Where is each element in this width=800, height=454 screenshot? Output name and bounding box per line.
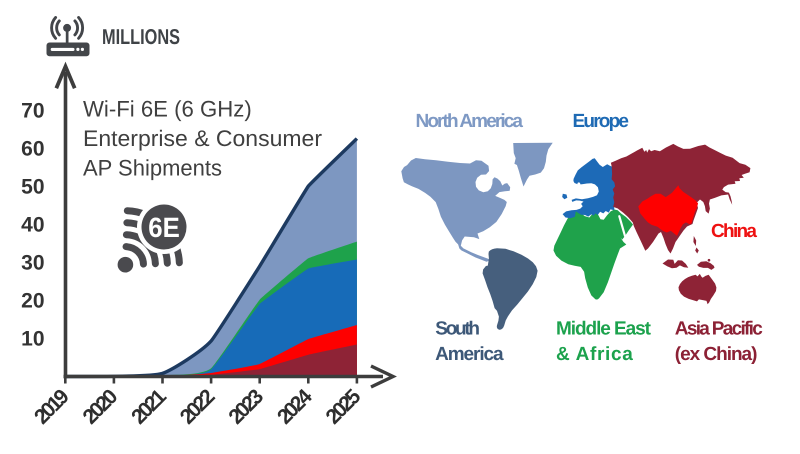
svg-text:MILLIONS: MILLIONS [102, 25, 180, 49]
svg-text:North America: North America [416, 111, 524, 132]
svg-text:America: America [435, 344, 504, 365]
svg-text:Enterprise & Consumer: Enterprise & Consumer [83, 126, 323, 151]
svg-text:Middle East: Middle East [556, 319, 652, 340]
svg-text:Wi-Fi 6E (6 GHz): Wi-Fi 6E (6 GHz) [83, 97, 252, 122]
svg-text:40: 40 [21, 214, 44, 237]
svg-text:20: 20 [21, 290, 44, 313]
svg-text:AP Shipments: AP Shipments [83, 156, 222, 181]
svg-text:China: China [711, 221, 757, 242]
svg-text:Europe: Europe [573, 111, 630, 132]
svg-text:Asia Pacific: Asia Pacific [675, 319, 763, 340]
svg-text:6E: 6E [148, 212, 180, 243]
svg-text:50: 50 [21, 175, 44, 198]
svg-text:& Africa: & Africa [556, 344, 633, 365]
svg-text:60: 60 [21, 137, 44, 160]
svg-text:South: South [435, 319, 480, 340]
svg-text:10: 10 [21, 328, 44, 351]
svg-text:30: 30 [21, 252, 44, 275]
svg-text:(ex China): (ex China) [675, 344, 758, 365]
svg-text:70: 70 [21, 99, 44, 122]
